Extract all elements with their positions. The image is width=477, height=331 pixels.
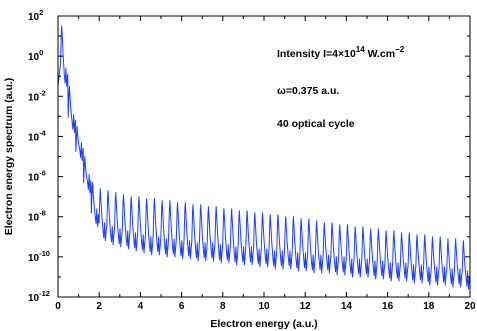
spectrum-series-line <box>57 25 470 290</box>
y-tick-label: 10-4 <box>28 128 47 143</box>
x-tick-label: 4 <box>138 301 144 312</box>
y-tick-label: 10-8 <box>28 209 46 224</box>
x-tick-label: 2 <box>96 301 102 312</box>
y-tick-label: 10-6 <box>28 169 46 184</box>
x-tick-label: 8 <box>220 301 226 312</box>
x-tick-label: 18 <box>423 301 435 312</box>
y-axis-label: Electron energy spectrum (a.u.) <box>3 78 15 236</box>
y-tick-label: 10-2 <box>28 88 46 103</box>
x-tick-label: 6 <box>179 301 185 312</box>
x-tick-label: 0 <box>55 301 61 312</box>
annotation-intensity-prefix: Intensity I=4×10 <box>277 48 356 60</box>
x-tick-label: 10 <box>258 301 270 312</box>
x-tick-label: 12 <box>300 301 312 312</box>
y-tick-label: 10-10 <box>28 249 50 264</box>
x-tick-label: 14 <box>341 301 353 312</box>
annotation-omega: ω=0.375 a.u. <box>277 85 339 97</box>
x-tick-label: 16 <box>382 301 394 312</box>
y-tick-label: 100 <box>28 48 43 63</box>
annotation-intensity-unit-exponent: −2 <box>395 45 405 54</box>
y-tick-label: 102 <box>28 8 43 23</box>
annotation-intensity-exponent: 14 <box>356 45 365 54</box>
annotation-intensity: Intensity I=4×1014 W.cm−2 <box>277 45 405 60</box>
x-axis-label: Electron energy (a.u.) <box>210 318 317 330</box>
annotation-intensity-unit: W.cm <box>365 48 395 60</box>
annotation-cycles: 40 optical cycle <box>277 118 355 130</box>
y-tick-label: 10-12 <box>28 289 50 304</box>
x-tick-label: 20 <box>464 301 476 312</box>
series-layer <box>57 25 470 290</box>
tick-layer: 0 2 4 6 8 10 12 14 16 18 20 10-12 10-10 10-8 10-6 10-4 1… <box>28 8 476 312</box>
